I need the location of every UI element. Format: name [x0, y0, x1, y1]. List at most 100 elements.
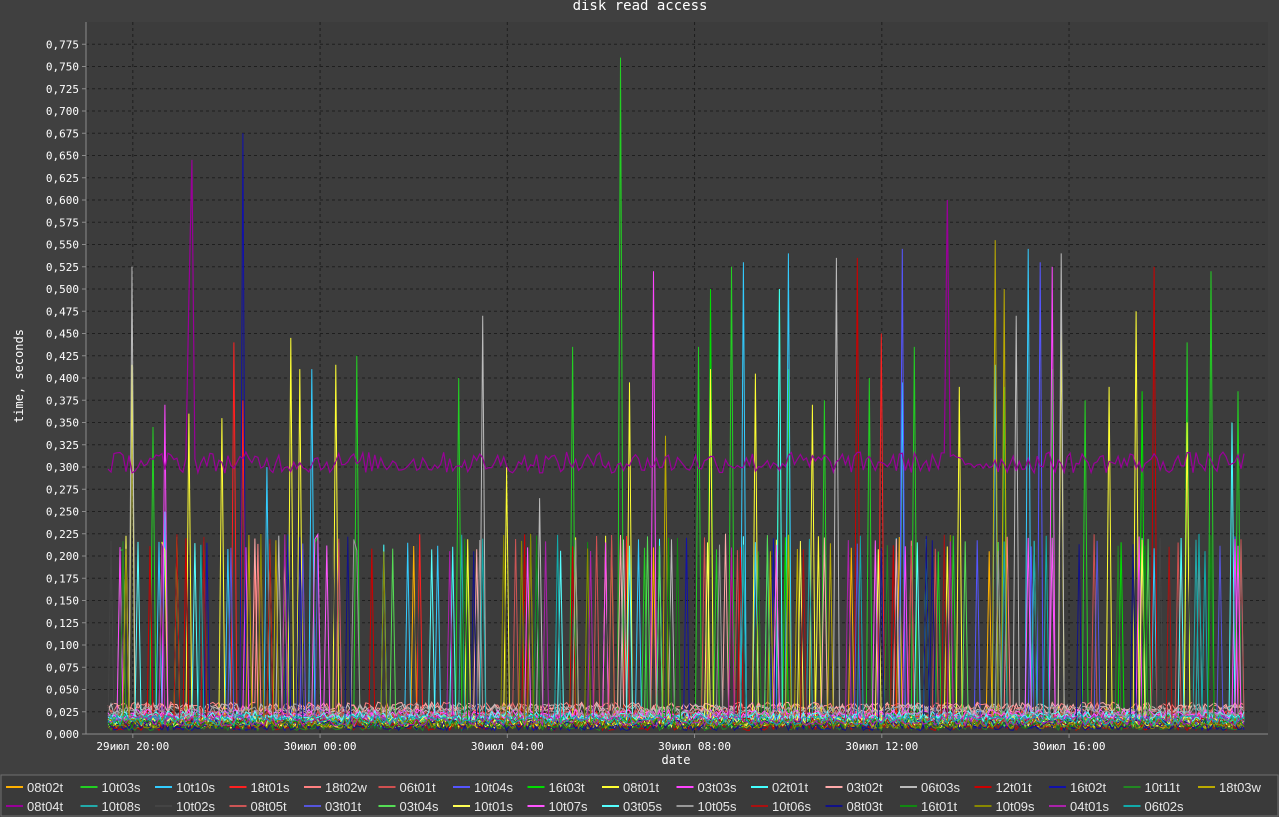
legend-label: 10t11t [1145, 780, 1181, 795]
legend-item: 08t02t [6, 780, 64, 795]
legend-label: 16t02t [1070, 780, 1107, 795]
legend-item: 08t01t [602, 780, 660, 795]
y-tick-label: 0,075 [46, 661, 79, 674]
legend: 08t02t 10t03s 10t10s 18t01s 18t02w 06t01t 10t0… [0, 774, 1279, 817]
chart-title: disk read access [573, 0, 708, 14]
y-tick-label: 0,275 [46, 483, 79, 496]
legend-label: 03t05s [623, 799, 663, 814]
legend-item: 16t02t [1049, 780, 1107, 795]
legend-item: 10t09s [974, 799, 1036, 814]
legend-item: 10t10s [155, 780, 216, 795]
y-tick-label: 0,200 [46, 550, 79, 563]
legend-item: 10t05s [676, 799, 738, 814]
series-line-16t01t [107, 535, 1245, 730]
legend-item: 18t02w [304, 780, 368, 795]
legend-label: 18t02w [325, 780, 368, 795]
y-tick-label: 0,450 [46, 328, 79, 341]
x-tick-label: 29июл 20:00 [96, 740, 169, 753]
y-tick-label: 0,225 [46, 528, 79, 541]
y-tick-label: 0,125 [46, 617, 79, 630]
legend-label: 08t02t [27, 780, 64, 795]
legend-item: 06t03s [900, 780, 961, 795]
y-tick-label: 0,400 [46, 372, 79, 385]
y-tick-label: 0,750 [46, 61, 79, 74]
legend-label: 08t03t [847, 799, 884, 814]
y-tick-label: 0,350 [46, 417, 79, 430]
x-tick-label: 30июл 04:00 [471, 740, 544, 753]
legend-label: 08t01t [623, 780, 660, 795]
legend-item: 04t01s [1049, 799, 1110, 814]
legend-label: 08t04t [27, 799, 64, 814]
legend-item: 06t01t [378, 780, 437, 795]
legend-label: 03t04s [400, 799, 440, 814]
legend-item: 16t03t [527, 780, 585, 795]
x-tick-labels: 29июл 20:00 30июл 00:00 30июл 04:00 30июл 0… [96, 734, 1105, 753]
y-tick-label: 0,100 [46, 639, 79, 652]
legend-label: 10t01s [474, 799, 514, 814]
x-tick-label: 30июл 16:00 [1033, 740, 1106, 753]
x-tick-label: 30июл 08:00 [658, 740, 731, 753]
legend-label: 06t03s [921, 780, 961, 795]
legend-item: 06t02s [1123, 799, 1185, 814]
legend-label: 10t04s [474, 780, 514, 795]
legend-background [0, 774, 1279, 817]
legend-label: 02t01t [772, 780, 809, 795]
series-line-04t01s [107, 534, 1245, 728]
y-tick-label: 0,175 [46, 572, 79, 585]
y-tick-label: 0,300 [46, 461, 79, 474]
y-tick-label: 0,150 [46, 595, 79, 608]
x-axis-label: date [662, 753, 691, 767]
legend-label: 08t05t [251, 799, 288, 814]
y-tick-label: 0,425 [46, 350, 79, 363]
legend-item: 16t01t [900, 799, 958, 814]
series-line-08t04t [107, 159, 1245, 475]
legend-label: 06t01t [400, 780, 437, 795]
legend-item: 10t04s [453, 780, 514, 795]
legend-label: 04t01s [1070, 799, 1110, 814]
legend-label: 10t09s [996, 799, 1036, 814]
legend-item: 18t01s [229, 780, 290, 795]
legend-item: 10t01s [453, 799, 514, 814]
legend-label: 06t02s [1145, 799, 1185, 814]
legend-label: 10t05s [698, 799, 738, 814]
legend-item: 03t04s [378, 799, 440, 814]
legend-label: 10t07s [549, 799, 589, 814]
legend-item: 10t07s [527, 799, 589, 814]
y-tick-label: 0,625 [46, 172, 79, 185]
y-tick-label: 0,775 [46, 38, 79, 51]
legend-item: 03t03s [676, 780, 738, 795]
legend-item: 08t05t [229, 799, 288, 814]
y-axis-label: time, seconds [12, 329, 26, 423]
y-tick-label: 0,475 [46, 305, 79, 318]
legend-item: 18t03w [1198, 780, 1262, 795]
legend-item: 12t01t [974, 780, 1032, 795]
legend-item: 10t03s [80, 780, 142, 795]
legend-label: 03t03s [698, 780, 738, 795]
y-tick-label: 0,250 [46, 506, 79, 519]
y-tick-label: 0,525 [46, 261, 79, 274]
y-tick-label: 0,550 [46, 239, 79, 252]
legend-item: 10t08s [80, 799, 142, 814]
legend-item: 10t06s [751, 799, 812, 814]
legend-label: 10t10s [176, 780, 216, 795]
legend-label: 10t03s [102, 780, 142, 795]
series-line-10t09s [107, 533, 1245, 731]
legend-label: 03t01t [325, 799, 362, 814]
legend-item: 02t01t [751, 780, 809, 795]
y-tick-label: 0,325 [46, 439, 79, 452]
legend-label: 10t02s [176, 799, 216, 814]
legend-label: 03t02t [847, 780, 884, 795]
y-tick-label: 0,000 [46, 728, 79, 741]
y-tick-label: 0,025 [46, 706, 79, 719]
x-tick-label: 30июл 00:00 [284, 740, 357, 753]
legend-item: 03t05s [602, 799, 663, 814]
legend-label: 18t03w [1219, 780, 1262, 795]
y-tick-label: 0,600 [46, 194, 79, 207]
y-tick-label: 0,700 [46, 105, 79, 118]
legend-item: 10t02s [155, 799, 216, 814]
y-tick-label: 0,725 [46, 83, 79, 96]
x-tick-label: 30июл 12:00 [845, 740, 918, 753]
legend-label: 10t08s [102, 799, 142, 814]
legend-label: 16t01t [921, 799, 958, 814]
